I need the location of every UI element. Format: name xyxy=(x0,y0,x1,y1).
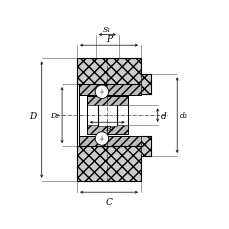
Text: D: D xyxy=(29,111,36,120)
Text: C: C xyxy=(105,197,112,206)
Polygon shape xyxy=(77,147,140,181)
Text: B₁: B₁ xyxy=(104,124,113,132)
Polygon shape xyxy=(140,137,150,156)
Circle shape xyxy=(95,86,108,99)
Polygon shape xyxy=(87,97,127,106)
Polygon shape xyxy=(87,125,127,134)
Polygon shape xyxy=(79,85,140,95)
Text: P: P xyxy=(106,35,112,44)
Text: d₃: d₃ xyxy=(179,112,187,120)
Circle shape xyxy=(95,132,108,146)
Polygon shape xyxy=(77,59,140,85)
Text: d: d xyxy=(160,111,165,120)
Polygon shape xyxy=(140,75,150,95)
Text: S₁: S₁ xyxy=(103,26,111,34)
Polygon shape xyxy=(79,136,140,147)
Text: D₂: D₂ xyxy=(50,112,59,120)
